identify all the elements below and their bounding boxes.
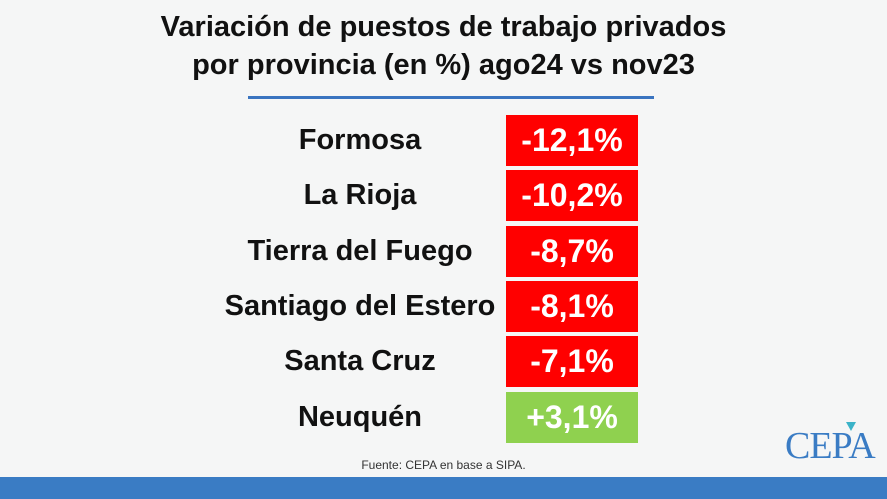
variation-value: -12,1% (506, 115, 638, 166)
province-row: Tierra del Fuego -8,7% (0, 226, 887, 277)
province-row: Santa Cruz -7,1% (0, 336, 887, 387)
title-line-2: por provincia (en %) ago24 vs nov23 (192, 49, 695, 81)
source-note: Fuente: CEPA en base a SIPA. (361, 458, 526, 472)
variation-value: -8,7% (506, 226, 638, 277)
footer-bar (0, 477, 887, 499)
variation-value: -8,1% (506, 281, 638, 332)
province-name: Formosa (298, 124, 422, 156)
logo-triangle-icon (846, 422, 856, 431)
province-name: Tierra del Fuego (247, 235, 473, 267)
title-divider (248, 96, 654, 99)
province-row: La Rioja -10,2% (0, 170, 887, 221)
province-name: La Rioja (303, 179, 417, 211)
variation-value: -7,1% (506, 336, 638, 387)
province-row: Formosa -12,1% (0, 115, 887, 166)
title-line-1: Variación de puestos de trabajo privados (160, 11, 727, 43)
province-row: Santiago del Estero -8,1% (0, 281, 887, 332)
variation-value: +3,1% (506, 392, 638, 443)
province-row: Neuquén +3,1% (0, 392, 887, 443)
cepa-logo: CEPA (785, 425, 876, 467)
province-name: Neuquén (297, 401, 423, 433)
variation-value: -10,2% (506, 170, 638, 221)
province-name: Santa Cruz (284, 345, 436, 377)
page-title: Variación de puestos de trabajo privados… (0, 8, 887, 84)
province-name: Santiago del Estero (224, 290, 496, 322)
